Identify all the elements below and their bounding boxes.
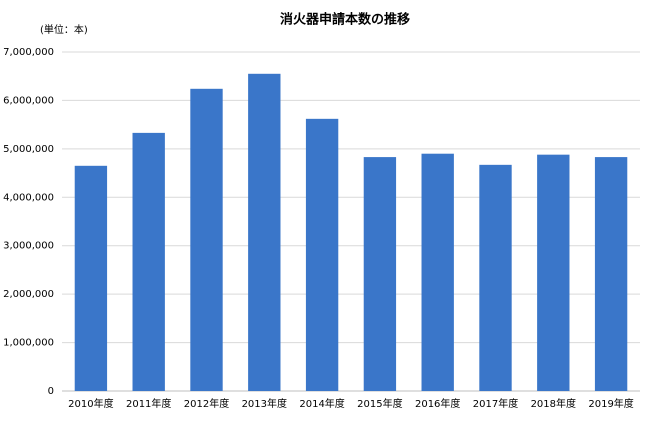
bar	[132, 132, 165, 391]
x-tick-label: 2019年度	[588, 397, 633, 410]
bar	[248, 73, 281, 392]
y-tick-label: 7,000,000	[3, 47, 54, 58]
y-tick-label: 6,000,000	[3, 95, 54, 106]
chart-title: 消火器申請本数の推移	[280, 12, 410, 28]
x-tick-label: 2011年度	[126, 397, 171, 410]
y-tick-label: 5,000,000	[3, 144, 54, 155]
x-tick-label: 2016年度	[415, 397, 460, 410]
unit-label: (単位：本)	[40, 23, 88, 36]
y-tick-label: 4,000,000	[3, 192, 54, 203]
bar	[74, 165, 108, 391]
y-tick-label: 1,000,000	[3, 338, 54, 349]
x-tick-label: 2018年度	[531, 397, 576, 410]
x-tick-label: 2017年度	[473, 397, 518, 410]
bar	[537, 154, 570, 391]
bar	[421, 153, 454, 391]
bar	[363, 157, 397, 391]
bar	[479, 164, 512, 391]
x-tick-label: 2012年度	[184, 397, 229, 410]
x-tick-label: 2010年度	[68, 397, 113, 410]
y-tick-label: 0	[48, 386, 54, 397]
x-tick-label: 2014年度	[299, 397, 344, 410]
x-tick-label: 2013年度	[242, 397, 287, 410]
y-tick-label: 2,000,000	[3, 289, 54, 300]
x-tick-label: 2015年度	[357, 397, 402, 410]
bar	[305, 118, 339, 392]
y-tick-label: 3,000,000	[3, 241, 54, 252]
bar	[594, 157, 628, 391]
bar	[190, 88, 223, 391]
